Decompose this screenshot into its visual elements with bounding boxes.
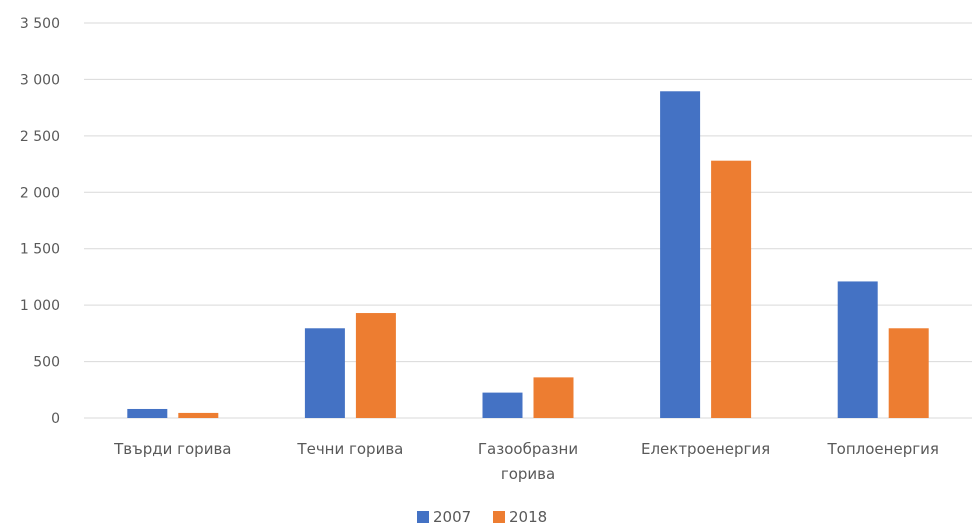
y-tick-label: 2 500: [20, 129, 60, 145]
x-category-label: Газообразни горива: [478, 440, 578, 483]
y-tick-label: 0: [51, 411, 60, 427]
legend-label-2007: 2007: [433, 508, 471, 526]
y-tick-label: 3 500: [20, 16, 60, 32]
y-tick-label: 2 000: [20, 185, 60, 201]
x-category-label: Топлоенергия: [827, 440, 939, 458]
x-axis-category-labels: Твърди горива Течни горива Газообразни гори…: [113, 440, 939, 483]
x-category-label: Твърди горива: [113, 440, 231, 458]
legend: 2007 2018: [417, 508, 547, 526]
bar-2018-4: [888, 328, 929, 418]
y-axis-tick-labels: 0 500 1 000 1 500 2 000 2 500 3 000 3 500: [20, 16, 60, 427]
legend-swatch-2018: [493, 511, 505, 523]
bar-2007-2: [482, 392, 523, 418]
legend-swatch-2007: [417, 511, 429, 523]
gridlines: [84, 22, 972, 419]
bar-2007-4: [837, 281, 878, 418]
y-tick-label: 1 500: [20, 242, 60, 258]
bar-2018-2: [533, 377, 574, 418]
bar-2007-3: [660, 91, 701, 419]
bars: [127, 91, 929, 419]
bar-2007-0: [127, 408, 168, 418]
legend-label-2018: 2018: [509, 508, 547, 526]
y-tick-label: 500: [33, 355, 60, 371]
bar-2018-1: [355, 313, 396, 418]
y-tick-label: 3 000: [20, 72, 60, 88]
x-category-label: Електроенергия: [641, 440, 770, 458]
x-category-label: Течни горива: [296, 440, 403, 458]
bar-2007-1: [304, 328, 345, 418]
bar-2018-0: [178, 412, 219, 418]
y-tick-label: 1 000: [20, 298, 60, 314]
bar-2018-3: [711, 160, 752, 418]
